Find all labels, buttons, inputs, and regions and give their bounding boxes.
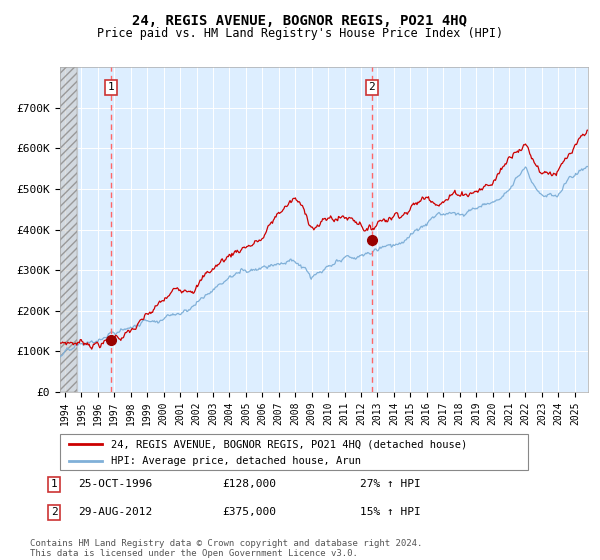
Text: 2: 2 bbox=[368, 82, 375, 92]
Text: 25-OCT-1996: 25-OCT-1996 bbox=[78, 479, 152, 489]
Text: 27% ↑ HPI: 27% ↑ HPI bbox=[360, 479, 421, 489]
Text: 15% ↑ HPI: 15% ↑ HPI bbox=[360, 507, 421, 517]
Text: 1: 1 bbox=[50, 479, 58, 489]
Text: Contains HM Land Registry data © Crown copyright and database right 2024.
This d: Contains HM Land Registry data © Crown c… bbox=[30, 539, 422, 558]
Text: 1: 1 bbox=[108, 82, 115, 92]
Text: 29-AUG-2012: 29-AUG-2012 bbox=[78, 507, 152, 517]
Text: £375,000: £375,000 bbox=[222, 507, 276, 517]
FancyBboxPatch shape bbox=[60, 434, 528, 470]
Text: Price paid vs. HM Land Registry's House Price Index (HPI): Price paid vs. HM Land Registry's House … bbox=[97, 27, 503, 40]
Text: 24, REGIS AVENUE, BOGNOR REGIS, PO21 4HQ (detached house): 24, REGIS AVENUE, BOGNOR REGIS, PO21 4HQ… bbox=[112, 439, 468, 449]
Text: £128,000: £128,000 bbox=[222, 479, 276, 489]
Text: 24, REGIS AVENUE, BOGNOR REGIS, PO21 4HQ: 24, REGIS AVENUE, BOGNOR REGIS, PO21 4HQ bbox=[133, 14, 467, 28]
Text: HPI: Average price, detached house, Arun: HPI: Average price, detached house, Arun bbox=[112, 456, 361, 466]
Text: 2: 2 bbox=[50, 507, 58, 517]
Bar bbox=[60, 67, 77, 392]
Bar bbox=[60, 67, 77, 392]
